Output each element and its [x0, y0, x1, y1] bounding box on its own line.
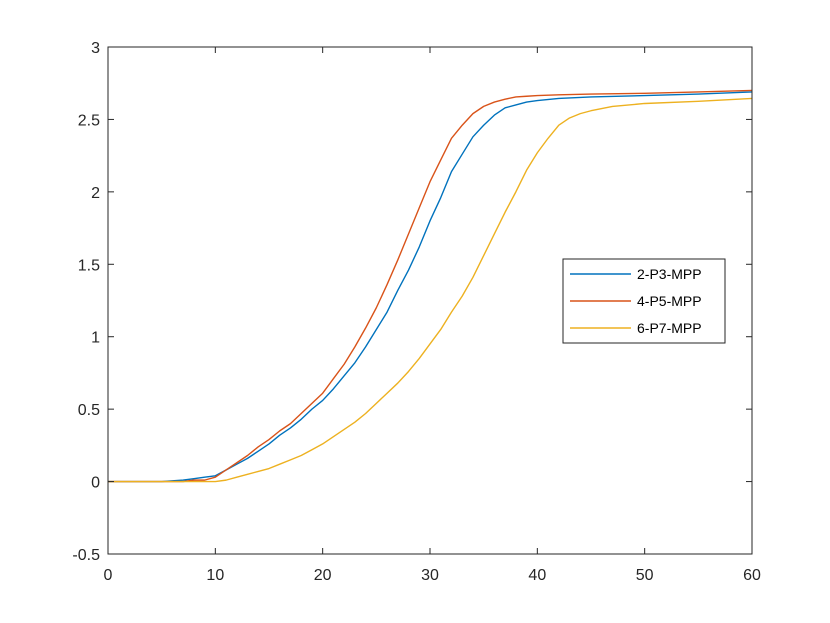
y-tick-label: 0.5 [78, 402, 100, 419]
y-tick-label: 1.5 [78, 257, 100, 274]
x-tick-label: 20 [314, 567, 332, 584]
series-line-1 [108, 91, 753, 483]
x-tick-label: 30 [421, 567, 439, 584]
legend-label-1: 2-P3-MPP [637, 266, 702, 282]
legend-label-3: 6-P7-MPP [637, 320, 702, 336]
x-tick-label: 50 [636, 567, 654, 584]
series-line-3 [108, 97, 753, 483]
y-tick-label: 0 [91, 475, 100, 492]
x-tick-label: 60 [743, 567, 761, 584]
y-tick-label: 3 [91, 40, 100, 57]
series-line-2 [108, 89, 753, 483]
y-tick-label: -0.5 [72, 547, 100, 564]
x-tick-label: 10 [206, 567, 224, 584]
y-tick-label: 1 [91, 330, 100, 347]
series-layer [108, 89, 753, 483]
legend-label-2: 4-P5-MPP [637, 293, 702, 309]
x-tick-label: 0 [104, 567, 113, 584]
y-tick-label: 2 [91, 185, 100, 202]
x-tick-label: 40 [528, 567, 546, 584]
legend: 2-P3-MPP 4-P5-MPP 6-P7-MPP [562, 258, 726, 344]
y-tick-label: 2.5 [78, 112, 100, 129]
axes-layer: 0 10 20 30 40 50 60-0.500.511.522.53 [72, 40, 761, 584]
